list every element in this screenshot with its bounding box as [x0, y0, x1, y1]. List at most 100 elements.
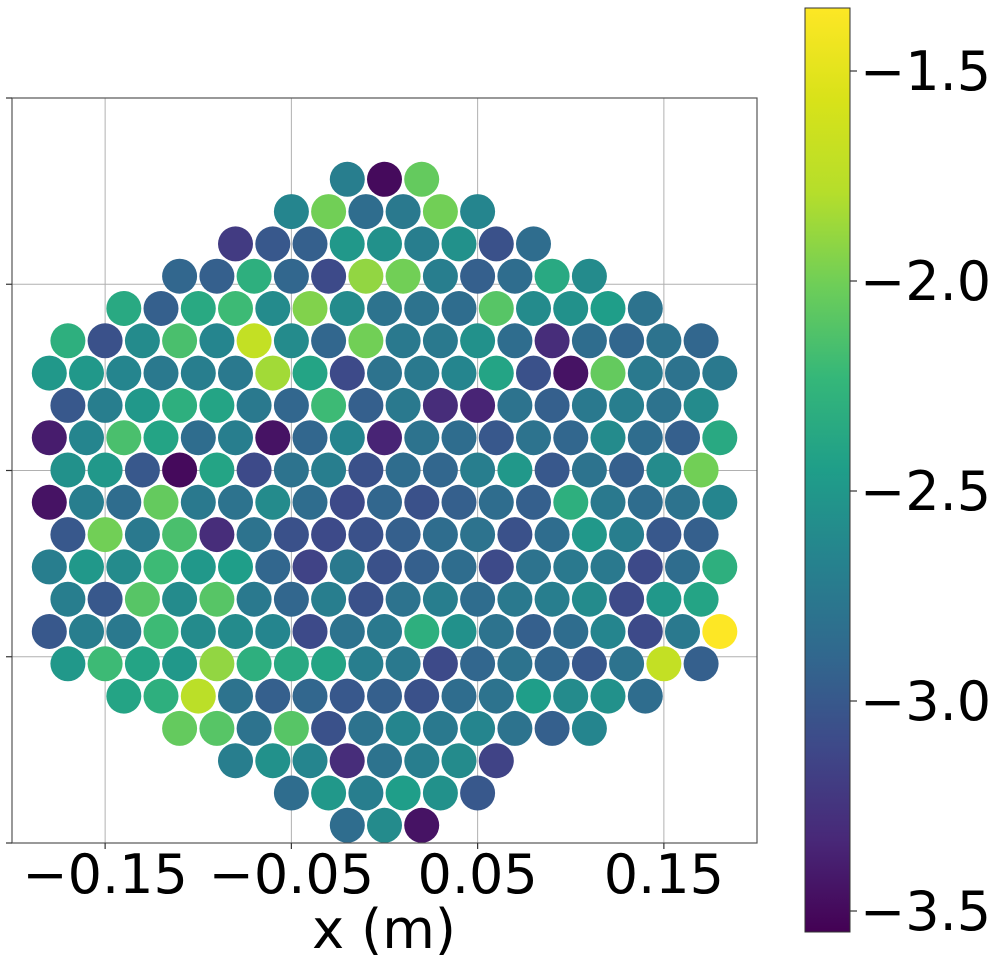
data-cell	[348, 194, 384, 230]
data-cell	[571, 258, 607, 294]
data-cell	[385, 452, 421, 488]
data-cell	[273, 194, 309, 230]
data-cell	[180, 549, 216, 585]
data-cell	[404, 743, 440, 779]
data-cell	[627, 355, 663, 391]
data-cell	[199, 323, 235, 359]
data-cell	[348, 387, 384, 423]
data-cell	[162, 710, 198, 746]
data-cell	[69, 420, 104, 456]
data-cell	[460, 581, 496, 617]
data-cell	[31, 484, 67, 520]
data-cell	[683, 387, 719, 423]
data-cell	[441, 291, 477, 326]
data-cell	[422, 775, 458, 811]
data-cell	[329, 549, 365, 585]
data-cell	[609, 323, 645, 359]
data-cell	[441, 678, 477, 714]
data-cell	[236, 710, 272, 746]
data-cell	[255, 355, 291, 391]
data-cell	[273, 710, 309, 746]
data-cell	[199, 387, 235, 423]
data-cell	[422, 323, 458, 359]
data-cell	[497, 517, 533, 553]
data-cell	[404, 807, 440, 843]
data-cell	[329, 291, 365, 326]
data-cell	[199, 710, 235, 746]
data-cell	[162, 387, 198, 423]
data-cell	[273, 452, 309, 488]
data-cell	[255, 226, 291, 262]
data-cell	[385, 258, 421, 294]
data-cell	[69, 484, 104, 520]
data-cell	[87, 452, 123, 488]
data-cell	[218, 614, 253, 649]
data-cell	[311, 258, 347, 294]
data-cell	[478, 743, 514, 779]
data-cell	[329, 226, 365, 262]
x-axis-label: x (m)	[312, 898, 456, 961]
data-cell	[87, 517, 123, 553]
data-cell	[553, 614, 589, 649]
data-cell	[329, 484, 365, 520]
data-cell	[69, 549, 104, 585]
data-cell	[367, 226, 402, 262]
data-cell	[273, 323, 309, 359]
data-cell	[665, 549, 700, 585]
data-cell	[404, 291, 440, 326]
data-cell	[329, 807, 365, 843]
data-cell	[87, 581, 123, 617]
data-cell	[124, 517, 160, 553]
data-cell	[199, 646, 235, 682]
data-cell	[478, 549, 514, 585]
data-cell	[665, 614, 700, 649]
data-cell	[553, 420, 589, 456]
data-cell	[422, 387, 458, 423]
data-cell	[255, 484, 291, 520]
data-cell	[329, 161, 365, 197]
data-cell	[627, 549, 663, 585]
data-cell	[292, 420, 328, 456]
data-cell	[627, 291, 663, 326]
data-cell	[497, 387, 533, 423]
data-cell	[367, 355, 402, 391]
data-cell	[385, 323, 421, 359]
data-cell	[273, 517, 309, 553]
data-cell	[236, 387, 272, 423]
data-cell	[609, 517, 645, 553]
data-cell	[367, 678, 402, 714]
data-cell	[255, 291, 291, 326]
data-cell	[497, 581, 533, 617]
data-cell	[497, 452, 533, 488]
data-cell	[255, 678, 291, 714]
data-cell	[404, 678, 440, 714]
data-cell	[534, 581, 570, 617]
data-cell	[143, 484, 179, 520]
data-cell	[385, 387, 421, 423]
data-cell	[162, 452, 198, 488]
data-cell	[143, 549, 179, 585]
data-cell	[404, 484, 440, 520]
data-cell	[106, 420, 142, 456]
data-cell	[292, 484, 328, 520]
data-cell	[348, 517, 384, 553]
data-cell	[162, 581, 198, 617]
data-cell	[236, 323, 272, 359]
data-cell	[367, 807, 402, 843]
x-tick-label: 0.15	[604, 843, 724, 906]
data-cell	[571, 710, 607, 746]
data-cell	[590, 484, 626, 520]
data-cell	[516, 549, 551, 585]
data-cell	[516, 291, 551, 326]
data-cell	[87, 646, 123, 682]
data-cell	[441, 614, 477, 649]
data-cell	[404, 420, 440, 456]
data-cell	[627, 614, 663, 649]
data-cell	[311, 194, 347, 230]
data-cell	[273, 775, 309, 811]
data-cell	[702, 355, 738, 391]
data-cell	[162, 646, 198, 682]
data-cell	[553, 678, 589, 714]
data-cell	[441, 743, 477, 779]
